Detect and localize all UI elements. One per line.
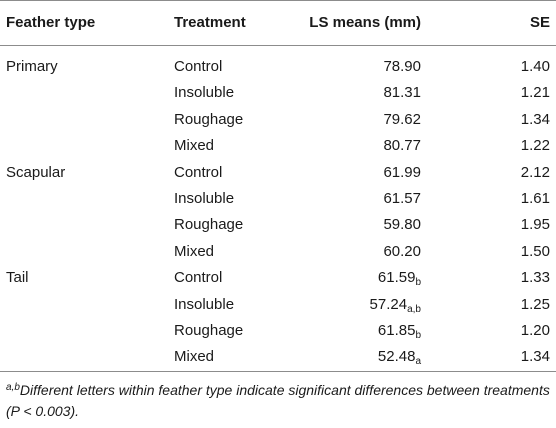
ls-mean-value: 57.24 [369,295,408,313]
cell-se: 1.61 [520,190,550,207]
cell-ls-mean: 81.31 [383,80,421,106]
cell-ls-mean: 61.57 [383,186,421,212]
cell-ls-mean: 61.85b [378,318,421,344]
table-header-rule [0,45,556,46]
cell-se: 1.34 [520,348,550,366]
cell-se: 1.95 [520,216,550,234]
cell-treatment: Control [174,58,223,75]
footnote-text: Different letters within feather type in… [6,382,550,419]
cell-treatment: Roughage [174,110,244,128]
ls-mean-value: 61.59 [377,269,416,287]
header-feather-type: Feather type [6,14,96,31]
table-row: Roughage 59.80 1.95 [0,212,556,238]
table-row: Roughage 79.62 1.34 [0,107,556,133]
table-row: Primary Control 78.90 1.40 [0,54,556,80]
ls-mean-value: 61.57 [383,190,421,207]
cell-se: 1.22 [520,137,550,155]
table-row: Insoluble 57.24a,b 1.25 [0,292,556,318]
cell-treatment: Mixed [174,348,215,366]
table-row: Insoluble 81.31 1.21 [0,80,556,106]
ls-mean-value: 78.90 [383,58,421,75]
cell-feather-type: Scapular [6,163,66,181]
table-bottom-rule [0,371,556,372]
cell-se: 1.34 [520,110,550,128]
cell-ls-mean: 59.80 [383,212,421,238]
significance-letter: a,b [407,303,421,315]
header-ls-means: LS means (mm) [309,14,421,31]
table-row: Roughage 61.85b 1.20 [0,318,556,344]
cell-se: 1.33 [520,269,550,287]
cell-se: 1.40 [520,58,550,75]
cell-ls-mean: 52.48a [378,344,421,370]
cell-ls-mean: 80.77 [383,133,421,159]
ls-mean-value: 81.31 [383,84,421,102]
cell-se: 1.21 [520,84,550,102]
cell-ls-mean: 57.24a,b [370,292,421,318]
header-treatment: Treatment [174,14,246,31]
ls-mean-value: 61.99 [383,163,421,181]
header-se: SE [529,14,550,31]
table-row: Mixed 52.48a 1.34 [0,344,556,370]
table-row: Tail Control 61.59b 1.33 [0,265,556,291]
ls-mean-value: 60.20 [383,242,421,260]
table-row: Insoluble 61.57 1.61 [0,186,556,212]
cell-ls-mean: 61.99 [383,160,421,186]
significance-letter: a [415,356,421,368]
cell-treatment: Control [174,269,223,287]
ls-mean-value: 79.62 [383,110,421,128]
ls-mean-value: 80.77 [383,137,421,155]
table-footnote: a,bDifferent letters within feather type… [6,380,552,422]
cell-treatment: Roughage [174,322,244,339]
significance-letter: b [415,277,421,289]
ls-mean-value: 59.80 [383,216,421,234]
footnote-superscript: a,b [6,382,20,393]
table-header-row: Feather type Treatment LS means (mm) SE [0,10,556,36]
cell-feather-type: Tail [6,269,29,287]
cell-feather-type: Primary [6,58,58,75]
table-top-rule [0,0,556,1]
cell-se: 1.25 [520,295,550,313]
cell-treatment: Control [174,163,223,181]
cell-treatment: Roughage [174,216,244,234]
ls-mean-value: 61.85 [377,322,416,339]
significance-letter: b [415,330,421,341]
cell-ls-mean: 78.90 [383,54,421,80]
cell-ls-mean: 60.20 [383,239,421,265]
cell-treatment: Insoluble [174,295,235,313]
cell-ls-mean: 79.62 [383,107,421,133]
cell-se: 1.20 [520,322,550,339]
table-row: Mixed 80.77 1.22 [0,133,556,159]
cell-ls-mean: 61.59b [378,265,421,291]
cell-se: 2.12 [520,163,550,181]
cell-treatment: Insoluble [174,190,235,207]
cell-se: 1.50 [520,242,550,260]
cell-treatment: Mixed [174,137,215,155]
table-row: Mixed 60.20 1.50 [0,239,556,265]
ls-mean-value: 52.48 [377,348,416,366]
cell-treatment: Insoluble [174,84,235,102]
table-row: Scapular Control 61.99 2.12 [0,160,556,186]
cell-treatment: Mixed [174,242,215,260]
